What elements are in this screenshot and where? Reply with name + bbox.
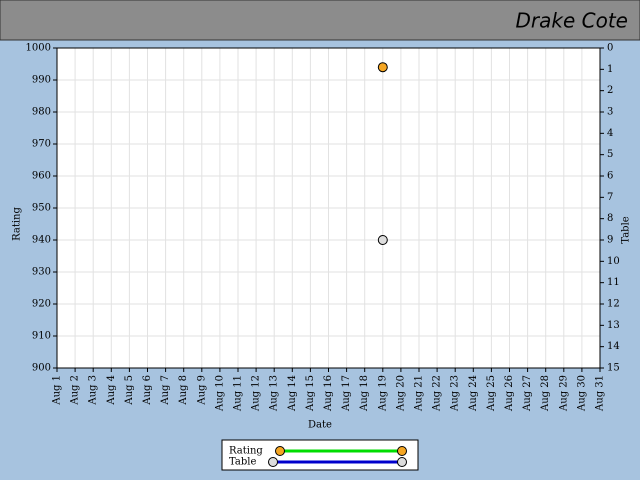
x-tick-label: Aug 9	[196, 375, 207, 406]
chart-title: Drake Cote	[516, 9, 628, 33]
y2-tick-label: 15	[607, 363, 620, 374]
x-tick-label: Aug 3	[88, 375, 99, 406]
y-tick-label: 900	[32, 363, 51, 374]
legend-label: Table	[229, 457, 256, 468]
x-tick-label: Aug 29	[558, 375, 569, 412]
x-tick-label: Aug 16	[323, 375, 334, 412]
data-point	[377, 235, 388, 245]
x-tick-label: Aug 7	[160, 375, 171, 406]
x-tick-label: Aug 8	[178, 375, 189, 406]
y-tick-label: 970	[32, 139, 51, 150]
y-tick-label: 1000	[26, 43, 51, 54]
y2-tick-label: 1	[607, 64, 613, 75]
x-tick-label: Aug 28	[540, 375, 551, 412]
y2-tick-label: 13	[607, 320, 620, 331]
x-axis-title: Date	[308, 420, 332, 431]
grid	[56, 47, 601, 369]
x-tick-label: Aug 20	[395, 375, 406, 412]
y2-tick-label: 5	[607, 149, 613, 160]
legend-marker	[275, 446, 285, 456]
x-tick-label: Aug 26	[504, 375, 515, 412]
x-tick-label: Aug 23	[450, 375, 461, 412]
x-tick-label: Aug 10	[214, 375, 225, 412]
y2-axis-title: Table	[621, 216, 632, 243]
x-tick-label: Aug 18	[359, 375, 370, 412]
legend-label: Rating	[229, 446, 263, 457]
x-tick-label: Aug 5	[124, 375, 135, 406]
x-tick-label: Aug 4	[106, 375, 117, 406]
x-tick-label: Aug 30	[576, 375, 587, 412]
x-tick-label: Aug 25	[486, 375, 497, 412]
y2-tick-label: 6	[607, 171, 613, 182]
header	[0, 0, 640, 41]
x-tick-label: Aug 24	[468, 375, 479, 412]
x-tick-label: Aug 1	[52, 375, 63, 406]
y-tick-label: 960	[32, 171, 51, 182]
x-tick-label: Aug 27	[522, 375, 533, 412]
y-tick-label: 980	[32, 107, 51, 118]
y2-tick-label: 11	[607, 277, 620, 288]
y2-tick-label: 8	[607, 213, 613, 224]
y2-tick-label: 7	[607, 192, 613, 203]
x-tick-label: Aug 15	[305, 375, 316, 412]
x-tick-label: Aug 2	[70, 375, 81, 406]
legend-marker	[397, 457, 407, 467]
x-tick-label: Aug 14	[287, 375, 298, 412]
y2-tick-label: 3	[607, 107, 613, 118]
y-tick-label: 910	[32, 331, 51, 342]
y2-tick-label: 2	[607, 85, 613, 96]
y-axis-title: Rating	[12, 207, 23, 241]
y-tick-label: 920	[32, 299, 51, 310]
x-tick-label: Aug 22	[432, 375, 443, 412]
y-tick-label: 940	[32, 235, 51, 246]
y2-tick-label: 9	[607, 235, 613, 246]
legend-marker	[268, 457, 278, 467]
legend	[221, 439, 419, 471]
x-tick-label: Aug 6	[142, 375, 153, 406]
x-tick-label: Aug 19	[377, 375, 388, 412]
y-tick-label: 950	[32, 203, 51, 214]
data-point	[377, 62, 388, 73]
x-tick-label: Aug 13	[269, 375, 280, 412]
y2-tick-label: 4	[607, 128, 613, 139]
x-tick-label: Aug 21	[414, 375, 425, 412]
y-tick-label: 930	[32, 267, 51, 278]
y2-tick-label: 0	[607, 43, 613, 54]
x-tick-label: Aug 31	[595, 375, 606, 412]
x-tick-label: Aug 11	[233, 375, 244, 412]
x-tick-label: Aug 12	[251, 375, 262, 412]
y2-tick-label: 10	[607, 256, 620, 267]
legend-marker	[397, 446, 407, 456]
y-tick-label: 990	[32, 75, 51, 86]
y2-tick-label: 12	[607, 299, 620, 310]
y2-tick-label: 14	[607, 341, 620, 352]
x-tick-label: Aug 17	[341, 375, 352, 412]
